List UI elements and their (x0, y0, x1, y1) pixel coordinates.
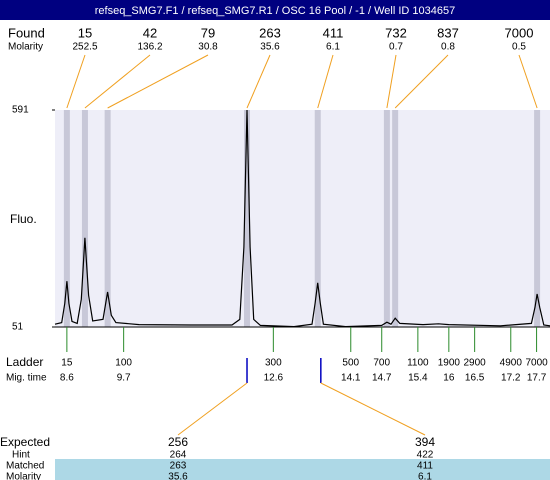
peak-band (534, 110, 541, 327)
ladder-size: 15 (61, 358, 73, 369)
ladder-size: 2900 (464, 358, 487, 369)
ladder-size: 1900 (438, 358, 461, 369)
peak-band (383, 110, 390, 327)
found-size: 263 (259, 25, 281, 40)
found-connector (317, 54, 334, 109)
ladder-time: 14.7 (372, 373, 392, 384)
expected-value: 256 (168, 435, 188, 449)
found-connector (394, 54, 449, 109)
ladder-size: 100 (115, 358, 132, 369)
ladder-size: 7000 (525, 358, 548, 369)
found-molarity: 0.7 (389, 42, 403, 53)
molarity-label: Molarity (8, 42, 43, 53)
peak-band (104, 110, 111, 327)
ladder-time: 9.7 (117, 373, 131, 384)
y-tick-label: 51 (12, 322, 24, 333)
found-molarity: 30.8 (198, 42, 218, 53)
expected-connector (320, 382, 426, 436)
peak-band (81, 110, 88, 327)
expected-label: Expected (0, 435, 50, 449)
ladder-size: 700 (373, 358, 390, 369)
found-connector (246, 54, 271, 109)
found-molarity: 252.5 (72, 42, 97, 53)
hint-label: Hint (12, 450, 30, 461)
ladder-time: 17.7 (527, 373, 547, 384)
molarity-value: 35.6 (168, 472, 188, 480)
found-size: 42 (143, 25, 157, 40)
found-size: 15 (78, 25, 92, 40)
found-connector (518, 54, 538, 109)
hint-value: 264 (170, 450, 187, 461)
matched-band (55, 459, 550, 480)
ladder-label: Ladder (6, 355, 43, 369)
title: refseq_SMG7.F1 / refseq_SMG7.R1 / OSC 16… (95, 5, 456, 17)
found-size: 837 (437, 25, 459, 40)
peak-band (244, 110, 251, 327)
hint-value: 422 (417, 450, 434, 461)
y-tick-label: 591 (12, 105, 29, 116)
ladder-size: 500 (342, 358, 359, 369)
ladder-time: 15.4 (408, 373, 428, 384)
found-size: 7000 (505, 25, 534, 40)
expected-value: 394 (415, 435, 435, 449)
trace (54, 109, 550, 328)
peak-band (392, 110, 399, 327)
ladder-time: 16 (443, 373, 455, 384)
matched-value: 411 (417, 461, 433, 472)
ladder-time: 17.2 (501, 373, 521, 384)
found-connector (386, 54, 397, 109)
found-label: Found (8, 25, 45, 40)
molarity-value: 6.1 (418, 472, 432, 480)
ladder-size: 4900 (500, 358, 523, 369)
peak-band (63, 110, 70, 327)
found-connector (84, 54, 151, 109)
found-size: 732 (385, 25, 407, 40)
title-bar (0, 0, 550, 20)
ladder-size: 1100 (407, 358, 429, 369)
ladder-time: 8.6 (60, 373, 74, 384)
found-size: 411 (323, 25, 344, 40)
plot-area (55, 110, 550, 327)
found-molarity: 0.8 (441, 42, 455, 53)
y-label: Fluo. (10, 212, 37, 226)
found-connector (107, 54, 209, 109)
ladder-size: 300 (265, 358, 282, 369)
found-molarity: 6.1 (326, 42, 340, 53)
found-molarity: 136.2 (137, 42, 162, 53)
found-connector (66, 54, 86, 109)
mig-time-label: Mig. time (6, 373, 47, 384)
ladder-time: 14.1 (341, 373, 361, 384)
exp-molarity-label: Molarity (6, 472, 41, 480)
ladder-time: 12.6 (264, 373, 284, 384)
matched-value: 263 (170, 461, 187, 472)
found-molarity: 0.5 (512, 42, 526, 53)
ladder-time: 16.5 (465, 373, 485, 384)
matched-label: Matched (6, 461, 44, 472)
found-molarity: 35.6 (260, 42, 280, 53)
found-size: 79 (201, 25, 215, 40)
expected-connector (177, 382, 248, 436)
peak-band (314, 110, 321, 327)
